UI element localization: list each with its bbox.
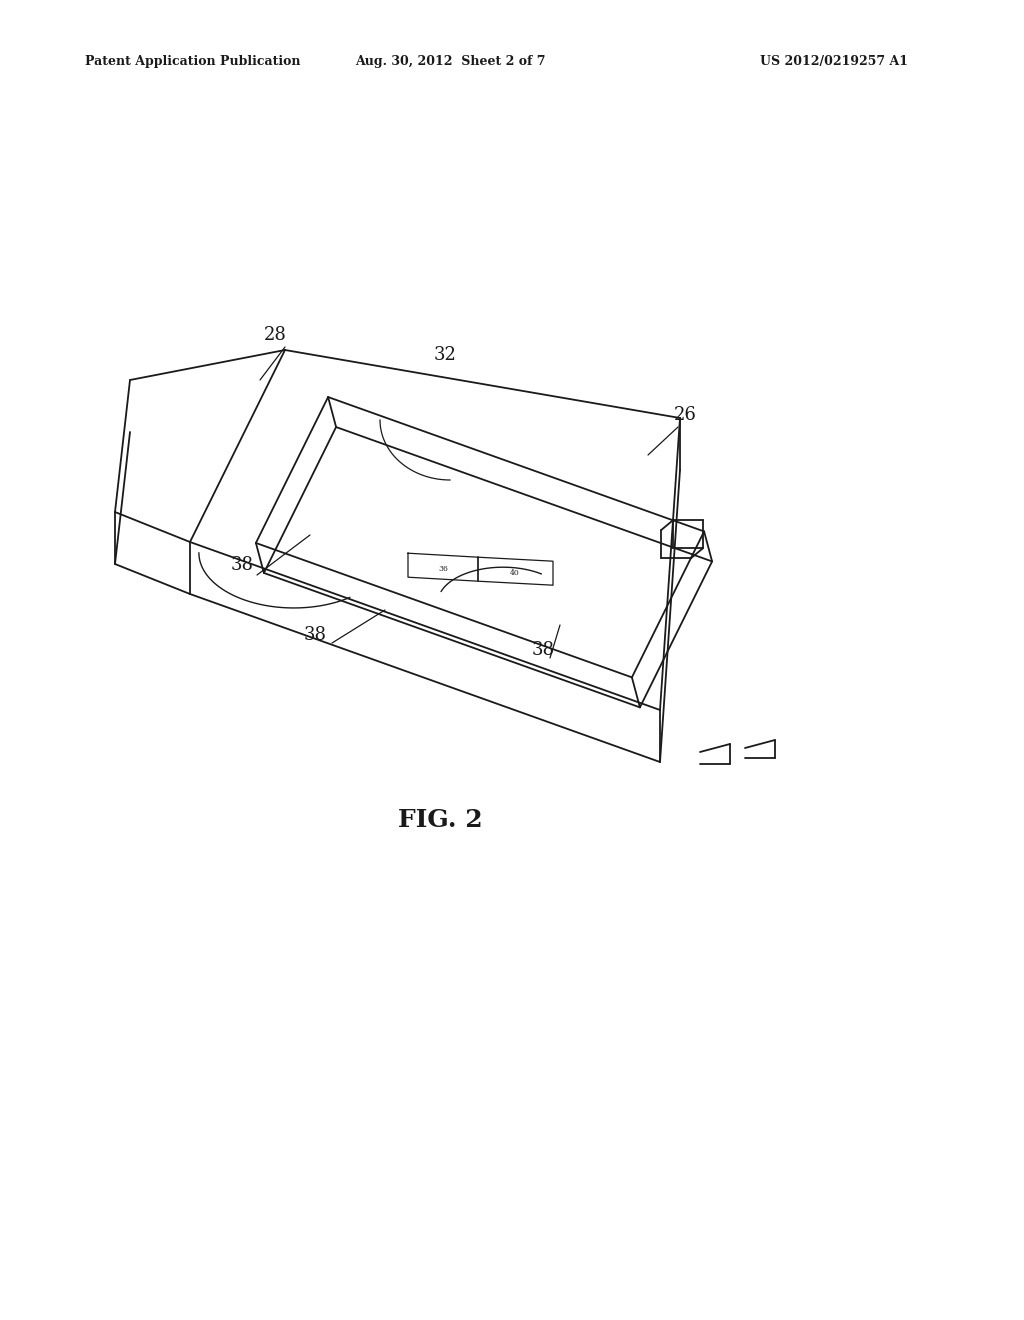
- Text: Aug. 30, 2012  Sheet 2 of 7: Aug. 30, 2012 Sheet 2 of 7: [354, 55, 545, 69]
- Text: 38: 38: [303, 626, 327, 644]
- Text: 40: 40: [510, 569, 520, 577]
- Text: FIG. 2: FIG. 2: [397, 808, 482, 832]
- Text: 32: 32: [433, 346, 457, 364]
- Text: 36: 36: [438, 565, 447, 573]
- Text: Patent Application Publication: Patent Application Publication: [85, 55, 300, 69]
- Text: 38: 38: [230, 556, 254, 574]
- Text: 26: 26: [674, 407, 696, 424]
- Text: 28: 28: [263, 326, 287, 345]
- Text: 38: 38: [531, 642, 555, 659]
- Text: US 2012/0219257 A1: US 2012/0219257 A1: [760, 55, 908, 69]
